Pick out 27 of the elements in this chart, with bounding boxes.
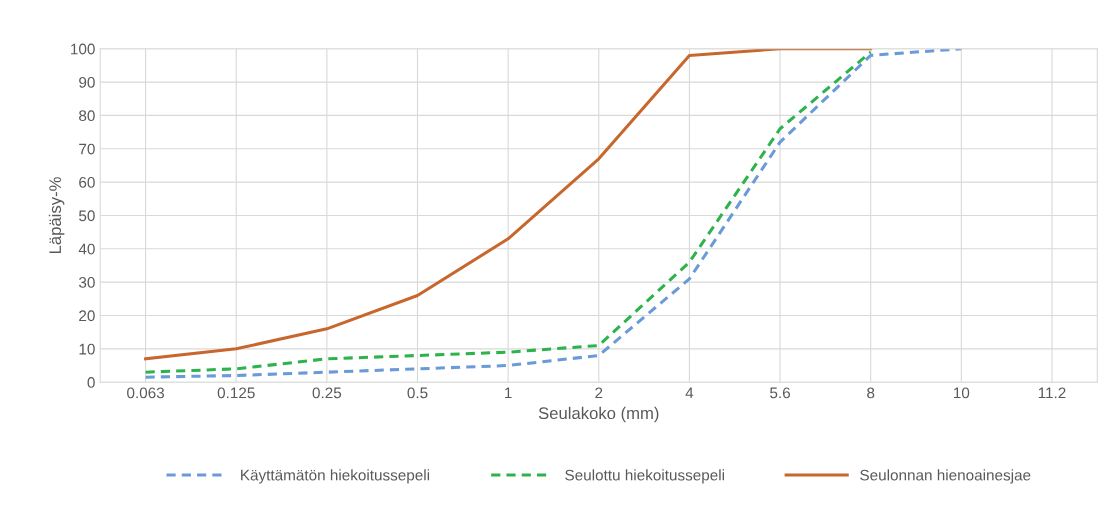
x-tick-label: 8 <box>867 387 875 399</box>
x-tick-label: 11.2 <box>1038 387 1066 399</box>
y-tick-label: 0 <box>87 377 95 388</box>
x-tick-label: 0.063 <box>127 387 165 399</box>
y-tick-label: 30 <box>78 277 95 288</box>
y-tick-label: 50 <box>79 210 95 222</box>
x-tick-label: 1 <box>505 387 512 399</box>
x-tick-label: 0.125 <box>217 387 255 399</box>
x-tick-label: 0.25 <box>312 387 342 399</box>
legend-label: Seulottu hiekoitussepeli <box>565 469 724 484</box>
x-tick-label: 4 <box>685 387 694 399</box>
x-tick-label: 2 <box>595 387 603 399</box>
legend-label: Seulonnan hienoainesjae <box>860 469 1031 484</box>
legend-label: Käyttämätön hiekoitussepeli <box>241 469 430 484</box>
y-tick-label: 60 <box>79 176 95 188</box>
x-tick-label: 5.6 <box>770 387 790 399</box>
y-tick-label: 90 <box>79 76 95 88</box>
x-axis-title: Seulakoko (mm) <box>538 406 659 423</box>
x-tick-label: 10 <box>954 387 970 399</box>
y-tick-label: 70 <box>79 143 95 155</box>
y-axis-title: Läpäisy-% <box>48 177 65 253</box>
y-tick-label: 20 <box>79 310 95 322</box>
y-tick-label: 10 <box>79 343 95 355</box>
x-tick-label: 0.5 <box>407 387 428 399</box>
y-tick-label: 40 <box>78 243 95 255</box>
y-tick-label: 80 <box>79 110 95 122</box>
y-tick-label: 100 <box>71 43 95 55</box>
